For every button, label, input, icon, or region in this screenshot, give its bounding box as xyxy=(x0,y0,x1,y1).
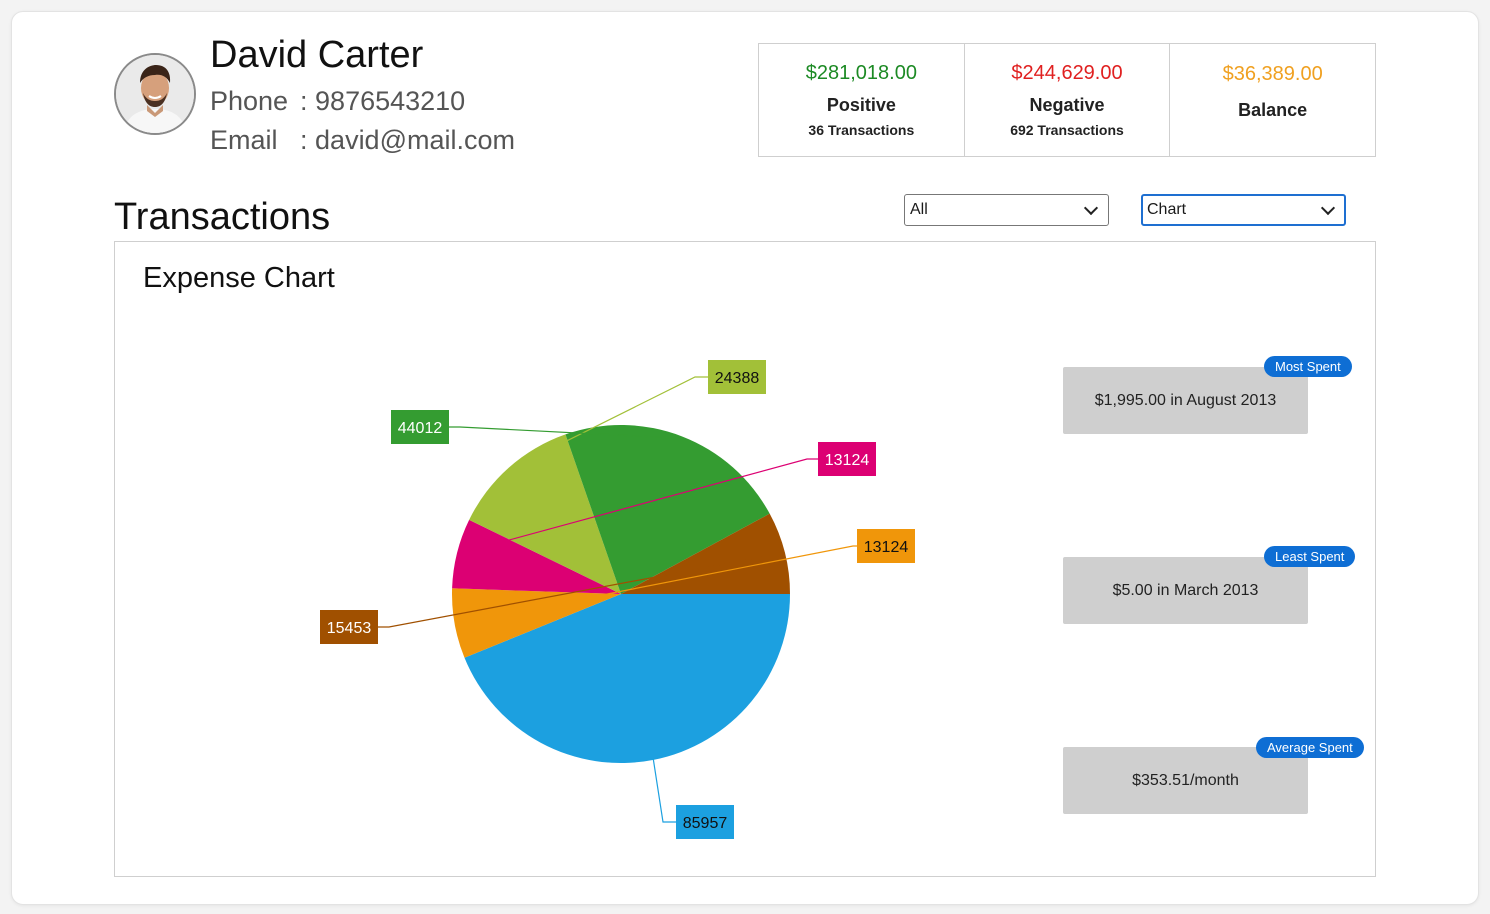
average-spent-badge: Average Spent xyxy=(1256,737,1364,758)
pie-slice xyxy=(565,425,770,594)
phone-separator: : xyxy=(300,86,308,116)
view-select-value: Chart xyxy=(1147,201,1187,218)
least-spent-value: $5.00 in March 2013 xyxy=(1112,582,1259,599)
pie-slice xyxy=(464,594,790,764)
chevron-down-icon xyxy=(1320,200,1336,216)
most-spent-card: $1,995.00 in August 2013 xyxy=(1063,367,1308,434)
chart-title: Expense Chart xyxy=(143,262,335,294)
chevron-down-icon xyxy=(1083,200,1099,216)
summary-panel: $281,018.00 Positive 36 Transactions $24… xyxy=(758,43,1376,157)
email-row: Email: david@mail.com xyxy=(210,125,515,156)
pie-label-box xyxy=(818,442,876,476)
pie-data-label: 24388 xyxy=(715,370,760,387)
positive-title: Positive xyxy=(826,95,896,115)
pie-slice xyxy=(452,588,621,658)
view-select[interactable]: Chart xyxy=(1141,194,1346,226)
most-spent-badge: Most Spent xyxy=(1264,356,1352,377)
pie-label-box xyxy=(708,360,766,394)
phone-label: Phone xyxy=(210,86,289,116)
pie-data-label: 13124 xyxy=(864,539,909,556)
pie-data-label: 85957 xyxy=(683,815,728,832)
expense-pie-chart: 85957 13124 13124 24388 44012 15453 xyxy=(320,360,915,839)
pie-slice xyxy=(452,519,621,594)
balance-title: Balance xyxy=(1238,100,1308,120)
average-spent-card: $353.51/month xyxy=(1063,747,1308,814)
negative-amount: $244,629.00 xyxy=(1011,62,1123,84)
pie-data-label: 44012 xyxy=(398,420,443,437)
least-spent-card: $5.00 in March 2013 xyxy=(1063,557,1308,624)
summary-negative: $244,629.00 Negative 692 Transactions xyxy=(965,44,1171,156)
phone-value: 9876543210 xyxy=(315,86,466,116)
transactions-title: Transactions xyxy=(114,196,331,238)
phone-row: Phone: 9876543210 xyxy=(210,86,465,117)
positive-amount: $281,018.00 xyxy=(805,62,917,84)
pie-label-box xyxy=(676,805,734,839)
filter-select-value: All xyxy=(910,201,928,218)
pie-slice xyxy=(621,513,790,594)
email-separator: : xyxy=(300,125,308,155)
user-avatar xyxy=(114,53,196,135)
summary-balance: $36,389.00 Balance xyxy=(1170,44,1375,156)
pie-slice xyxy=(469,434,621,594)
pie-label-box xyxy=(391,410,449,444)
most-spent-value: $1,995.00 in August 2013 xyxy=(1094,392,1277,409)
pie-data-label: 13124 xyxy=(825,452,870,469)
negative-count: 692 Transactions xyxy=(1010,122,1124,138)
balance-amount: $36,389.00 xyxy=(1222,63,1323,85)
positive-count: 36 Transactions xyxy=(808,122,915,138)
pie-data-label: 15453 xyxy=(327,620,372,637)
pie-label-box xyxy=(857,529,915,563)
negative-title: Negative xyxy=(1029,95,1105,115)
user-name: David Carter xyxy=(210,34,424,76)
email-label: Email xyxy=(210,125,278,155)
expense-chart-panel: Expense Chart 85957 13124 13124 24388 44012 1… xyxy=(114,241,1376,877)
email-value: david@mail.com xyxy=(315,125,515,155)
least-spent-badge: Least Spent xyxy=(1264,546,1356,567)
filter-select[interactable]: All xyxy=(904,194,1109,226)
summary-positive: $281,018.00 Positive 36 Transactions xyxy=(759,44,965,156)
pie-label-box xyxy=(320,610,378,644)
avatar-image xyxy=(116,55,194,133)
average-spent-value: $353.51/month xyxy=(1132,772,1239,789)
